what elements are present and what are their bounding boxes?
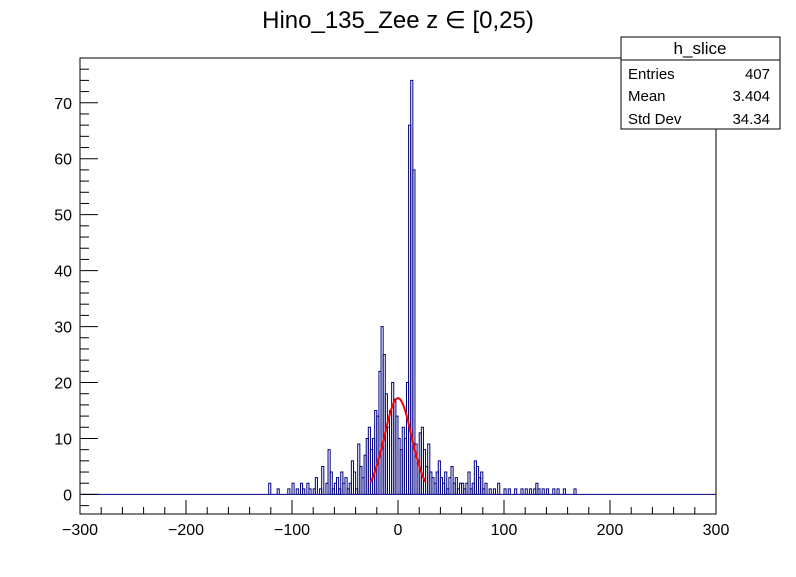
- histogram-bin: [291, 482, 295, 495]
- y-tick-label: 40: [54, 264, 72, 281]
- histogram-bin: [276, 488, 280, 495]
- y-tick-label: 30: [54, 320, 72, 337]
- histogram-bin: [336, 477, 340, 495]
- histogram-bin: [344, 477, 348, 495]
- x-tick-label: −300: [62, 522, 98, 539]
- histogram-bin: [528, 488, 533, 495]
- x-tick-label: 0: [394, 522, 403, 539]
- y-tick-label: 0: [63, 487, 72, 504]
- histogram-bin: [552, 488, 556, 495]
- histogram-bin: [480, 471, 484, 495]
- histogram-bin: [268, 482, 272, 495]
- histogram-bin: [503, 488, 507, 495]
- histogram-bin: [541, 488, 545, 495]
- y-tick-label: 50: [54, 208, 72, 225]
- histogram-bin: [450, 465, 454, 495]
- x-tick-label: 300: [703, 522, 730, 539]
- x-tick-label: 100: [491, 522, 518, 539]
- histogram-bin: [562, 488, 566, 495]
- histogram-bin: [321, 465, 325, 495]
- histogram-bin: [514, 488, 518, 495]
- stats-mean-value: 3.404: [732, 88, 770, 105]
- histogram-bin: [484, 482, 488, 495]
- histogram-bin: [454, 477, 458, 495]
- y-tick-label: 60: [54, 152, 72, 169]
- histogram-bin: [352, 471, 357, 495]
- chart-title: Hino_135_Zee z ∈ [0,25): [262, 7, 534, 34]
- histogram: [80, 79, 716, 495]
- histogram-bin: [573, 488, 577, 495]
- histogram-bin: [524, 488, 528, 495]
- x-tick-label: −100: [274, 522, 310, 539]
- histogram-bin: [302, 488, 306, 495]
- y-axis: 0 10 20 30 40 50 60 70: [54, 57, 98, 507]
- x-tick-label: −200: [168, 522, 204, 539]
- x-tick-label: 200: [597, 522, 624, 539]
- histogram-bin: [537, 488, 541, 495]
- stats-mean-label: Mean: [628, 88, 666, 105]
- fit-curve-layer: [369, 397, 427, 483]
- histogram-bin: [314, 477, 318, 495]
- histogram-bin: [467, 471, 471, 495]
- stats-entries-value: 407: [745, 66, 770, 83]
- stats-stddev-value: 34.34: [732, 111, 770, 128]
- histogram-bin: [295, 488, 299, 495]
- histogram-bin: [507, 488, 511, 495]
- stats-stddev-label: Std Dev: [628, 111, 682, 128]
- histogram-bin: [412, 169, 416, 495]
- y-tick-label: 20: [54, 376, 72, 393]
- stats-entries-label: Entries: [628, 66, 675, 83]
- histogram-bin: [488, 488, 492, 495]
- y-tick-label: 10: [54, 431, 72, 448]
- histogram-bin: [545, 488, 550, 495]
- histogram-bin: [520, 488, 524, 495]
- histogram-bin: [556, 488, 560, 495]
- y-tick-label: 70: [54, 96, 72, 113]
- stats-box: h_slice Entries 407 Mean 3.404 Std Dev 3…: [620, 36, 781, 130]
- histogram-bin: [497, 482, 501, 495]
- histogram-bin: [492, 488, 497, 495]
- histogram-bin: [287, 488, 291, 495]
- stats-box-frame: [620, 36, 781, 130]
- stats-box-title: h_slice: [674, 39, 727, 58]
- histogram-bin: [444, 471, 448, 495]
- histogram-bin: [308, 488, 312, 495]
- x-axis: −300 −200 −100 0 100 200 300: [62, 500, 729, 539]
- histogram-bin: [427, 443, 431, 495]
- fit-curve: [369, 397, 427, 483]
- histogram-bin: [329, 471, 333, 495]
